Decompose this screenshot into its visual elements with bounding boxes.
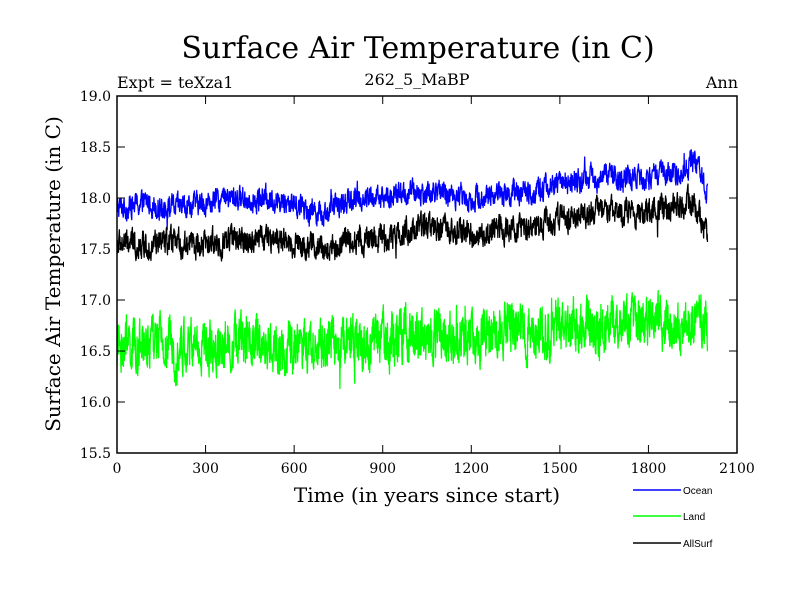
y-tick-label: 15.5 <box>80 446 111 462</box>
period-label: 262_5_MaBP <box>364 70 469 89</box>
chart-title: Surface Air Temperature (in C) <box>181 31 654 66</box>
y-tick-label: 18.0 <box>80 191 111 207</box>
series-line-ocean <box>116 149 709 231</box>
x-tick-label: 1200 <box>453 461 489 477</box>
y-tick-label: 16.0 <box>80 395 111 411</box>
x-tick-label: 600 <box>281 461 308 477</box>
legend: Ocean Land AllSurf <box>633 486 713 550</box>
y-tick-label: 16.5 <box>80 344 111 360</box>
y-tick-label: 17.5 <box>80 242 111 258</box>
legend-label-allsurf: AllSurf <box>683 539 713 550</box>
series-line-land <box>116 289 709 390</box>
plot-frame <box>116 95 738 454</box>
y-tick-label: 17.0 <box>80 293 111 309</box>
y-axis-label: Surface Air Temperature (in C) <box>41 116 65 432</box>
axis-ticks: 0 300 600 900 1200 1500 1800 2100 15.5 16.0 16.5 17… <box>80 89 755 477</box>
series-line-allsurf <box>116 183 709 262</box>
x-tick-label: 300 <box>192 461 219 477</box>
x-tick-label: 900 <box>369 461 396 477</box>
x-tick-label: 0 <box>113 461 122 477</box>
legend-label-land: Land <box>683 512 705 523</box>
experiment-label: Expt = teXza1 <box>117 73 233 92</box>
x-tick-label: 1800 <box>631 461 667 477</box>
x-tick-label: 2100 <box>719 461 755 477</box>
y-tick-label: 19.0 <box>80 89 111 105</box>
y-tick-label: 18.5 <box>80 140 111 156</box>
series-layer <box>116 149 709 390</box>
legend-label-ocean: Ocean <box>683 486 712 497</box>
x-axis-label: Time (in years since start) <box>294 483 560 507</box>
x-tick-label: 1500 <box>542 461 578 477</box>
season-label: Ann <box>705 73 738 92</box>
